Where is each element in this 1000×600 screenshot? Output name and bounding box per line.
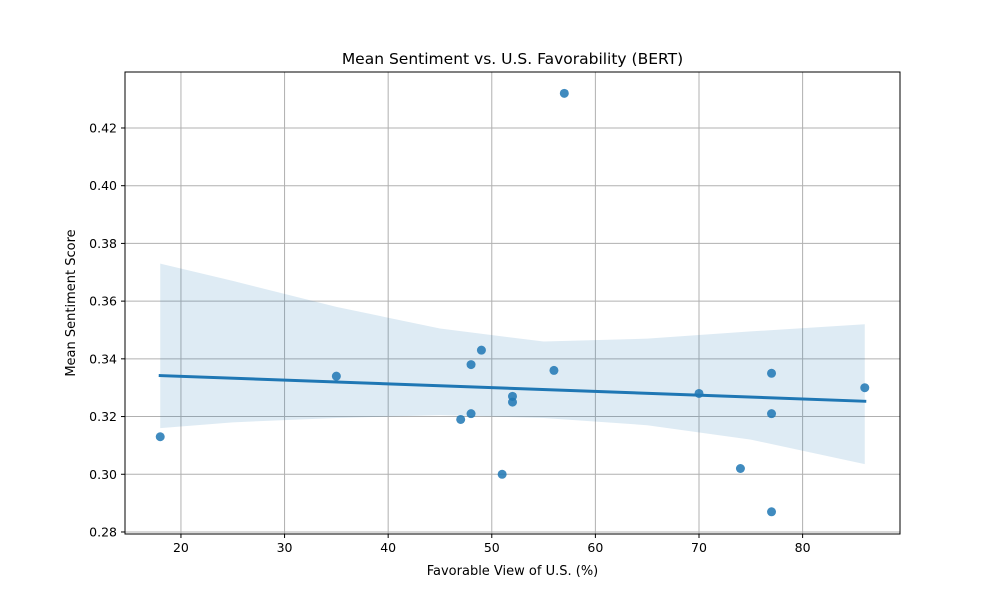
- data-point: [466, 360, 476, 370]
- regression-line-group: [158, 374, 867, 403]
- data-point: [735, 463, 745, 473]
- data-point: [767, 409, 777, 419]
- data-point: [549, 365, 559, 375]
- data-point: [476, 345, 486, 355]
- y-tick-label: 0.40: [89, 178, 117, 193]
- data-point: [497, 469, 507, 479]
- x-axis-ticks: 20 30 40 50 60 70 80: [173, 534, 811, 555]
- data-point: [767, 507, 777, 517]
- chart-title: Mean Sentiment vs. U.S. Favorability (BE…: [342, 50, 683, 68]
- x-tick-label: 50: [484, 540, 500, 555]
- confidence-band: [160, 263, 865, 465]
- data-point: [767, 368, 777, 378]
- x-tick-label: 70: [691, 540, 707, 555]
- data-point: [860, 383, 870, 393]
- y-tick-label: 0.30: [89, 467, 117, 482]
- data-point: [155, 432, 165, 442]
- x-tick-label: 20: [173, 540, 189, 555]
- y-tick-label: 0.38: [89, 236, 117, 251]
- y-tick-label: 0.32: [89, 409, 117, 424]
- y-tick-label: 0.28: [89, 524, 117, 539]
- data-point: [456, 414, 466, 424]
- y-axis-label: Mean Sentiment Score: [64, 229, 79, 376]
- confidence-band-area: [160, 263, 865, 465]
- y-tick-label: 0.42: [89, 120, 117, 135]
- x-tick-label: 40: [380, 540, 396, 555]
- plot-frame: [124, 71, 901, 535]
- x-axis-label: Favorable View of U.S. (%): [427, 564, 599, 579]
- x-tick-label: 80: [795, 540, 811, 555]
- data-point: [508, 397, 517, 407]
- y-tick-label: 0.34: [89, 351, 117, 366]
- y-axis-ticks: 0.28 0.30 0.32 0.34 0.36 0.38 0.40 0.42: [89, 120, 125, 539]
- data-points: [155, 88, 870, 517]
- y-tick-label: 0.36: [89, 294, 117, 309]
- x-tick-label: 30: [277, 540, 293, 555]
- data-point: [559, 88, 569, 98]
- data-point: [466, 409, 476, 419]
- x-tick-label: 60: [587, 540, 603, 555]
- data-point: [331, 371, 341, 381]
- regression-line: [158, 374, 867, 403]
